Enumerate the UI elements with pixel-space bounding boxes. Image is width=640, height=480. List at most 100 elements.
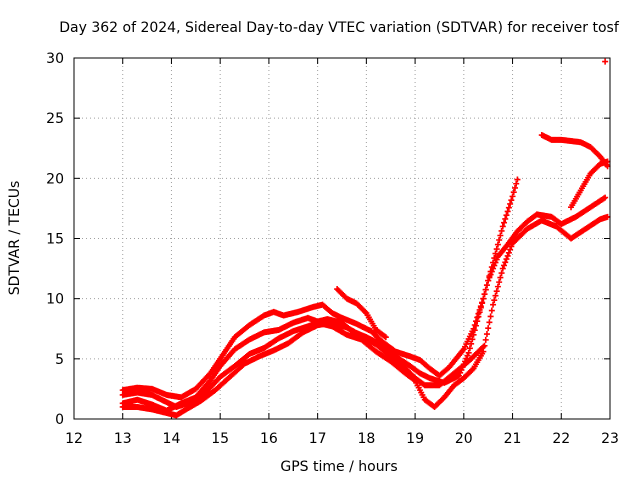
tick-labels: 12 13 14 15 16 17 18 19 20 21 22 23 0 5 10 15 20 25 30 [46, 51, 619, 447]
data-point [505, 249, 512, 256]
data-point [486, 319, 493, 326]
data-point [465, 349, 472, 356]
data-point [483, 282, 490, 289]
data-point [507, 200, 514, 207]
data-point [492, 292, 499, 299]
data-point [494, 241, 501, 248]
data-point [480, 343, 487, 350]
data-point [468, 340, 475, 347]
data-point [382, 334, 389, 341]
data-point [501, 219, 508, 226]
x-tick-label: 16 [260, 431, 278, 447]
data-point [511, 184, 518, 191]
data-point [476, 309, 483, 316]
data-point [508, 243, 515, 250]
data-point [496, 279, 503, 286]
data-point [494, 283, 501, 290]
series-track-f [538, 132, 611, 170]
data-point [493, 256, 500, 263]
data-point [505, 204, 512, 211]
data-point [477, 304, 484, 311]
data-point [514, 176, 521, 183]
data-point [493, 288, 500, 295]
data-point [493, 246, 500, 253]
data-point [499, 265, 506, 272]
data-point [488, 268, 495, 275]
series-track-b [119, 194, 609, 414]
y-tick-label: 20 [46, 171, 64, 187]
x-tick-label: 15 [211, 431, 229, 447]
x-tick-label: 17 [309, 431, 327, 447]
y-axis-label: SDTVAR / TECUs [7, 181, 23, 296]
x-tick-label: 22 [552, 431, 570, 447]
data-point [486, 274, 493, 281]
series-track-g [568, 158, 611, 211]
data-point [498, 227, 505, 234]
x-tick-label: 20 [455, 431, 473, 447]
y-tick-label: 25 [46, 111, 64, 127]
series-track-a [119, 176, 521, 401]
data-point [491, 262, 498, 269]
plot-frame [73, 57, 611, 420]
x-tick-label: 12 [65, 431, 83, 447]
chart-title: Day 362 of 2024, Sidereal Day-to-day VTE… [59, 20, 620, 36]
data-point [496, 237, 503, 244]
data-point [485, 325, 492, 332]
data-point [490, 301, 497, 308]
data-point [513, 180, 520, 187]
data-point [470, 331, 477, 338]
data-point [492, 259, 499, 266]
data-point [482, 336, 489, 343]
data-point [485, 277, 492, 284]
series-track-e [334, 286, 389, 341]
x-tick-label: 13 [114, 431, 132, 447]
series-track-d [119, 319, 487, 419]
data-marks [119, 58, 611, 419]
x-axis-label: GPS time / hours [280, 459, 397, 475]
data-point [501, 262, 508, 269]
data-point [488, 307, 495, 314]
data-point [502, 215, 509, 222]
y-tick-label: 30 [46, 51, 64, 67]
data-point [509, 193, 516, 200]
data-point [504, 208, 511, 215]
y-tick-label: 10 [46, 292, 64, 308]
data-point [510, 189, 517, 196]
data-point [471, 327, 478, 334]
data-point [475, 313, 482, 320]
y-tick-label: 0 [55, 412, 64, 428]
data-point [497, 274, 504, 281]
series-outlier [602, 58, 609, 65]
data-point [469, 336, 476, 343]
x-tick-label: 19 [406, 431, 424, 447]
data-point [479, 300, 486, 307]
data-point [503, 212, 510, 219]
data-point [602, 194, 609, 201]
data-point [473, 322, 479, 329]
data-point [481, 291, 488, 298]
data-point [483, 331, 490, 338]
y-tick-label: 5 [55, 352, 64, 368]
data-point [498, 270, 505, 277]
data-point [482, 286, 489, 293]
grid [74, 58, 610, 419]
y-tick-label: 15 [46, 232, 64, 248]
data-point [490, 265, 497, 272]
data-point [497, 232, 504, 239]
data-point [502, 259, 509, 266]
x-tick-label: 23 [601, 431, 619, 447]
data-point [466, 345, 473, 352]
x-tick-label: 21 [504, 431, 522, 447]
data-point [480, 295, 487, 302]
data-point [507, 246, 514, 253]
x-tick-label: 14 [163, 431, 181, 447]
data-point [491, 297, 498, 304]
data-point [487, 313, 494, 320]
data-point [487, 271, 494, 278]
data-point [602, 58, 609, 65]
data-point [508, 197, 515, 204]
data-point [499, 223, 506, 230]
x-tick-label: 18 [357, 431, 375, 447]
